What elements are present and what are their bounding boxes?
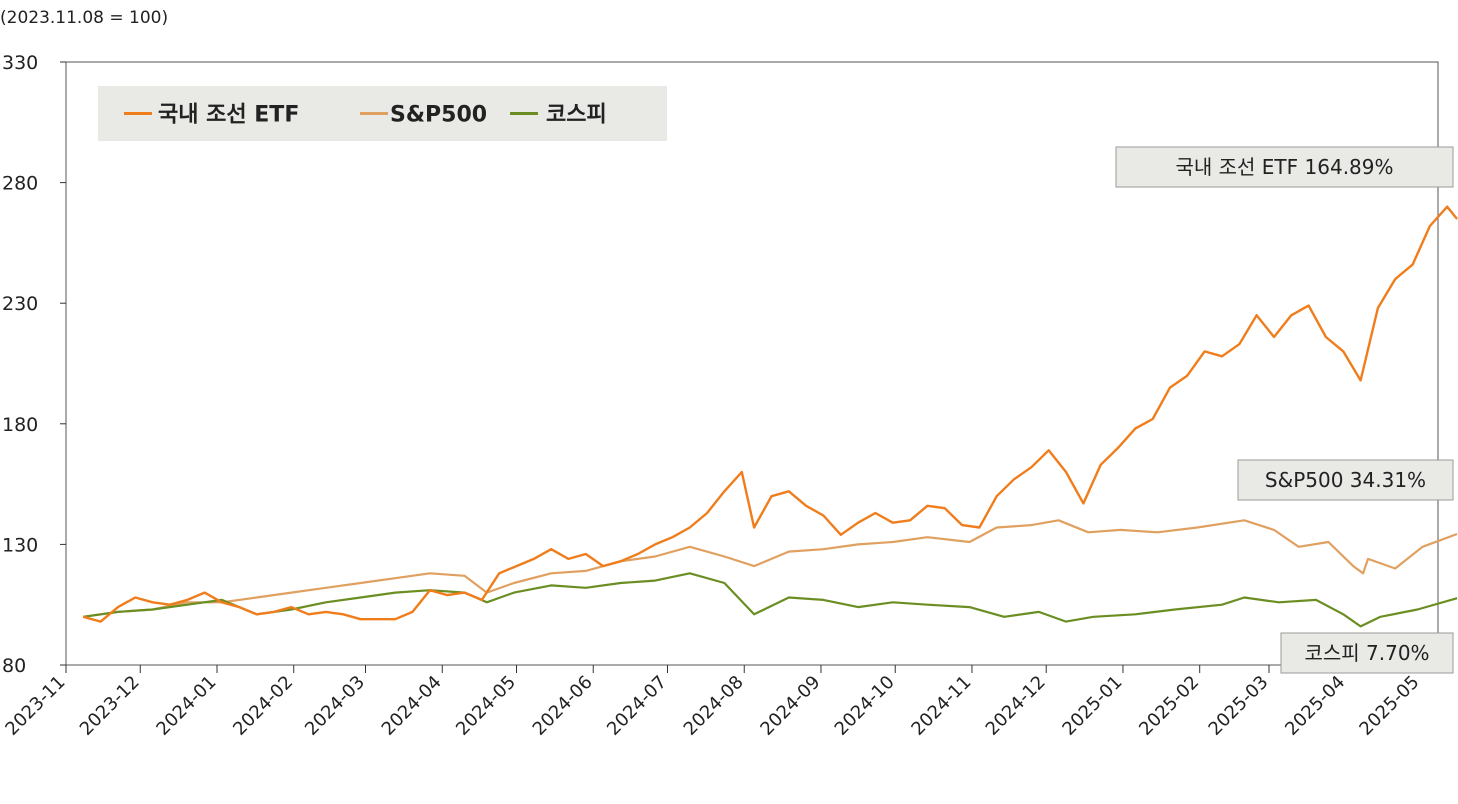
end-label: 국내 조선 ETF 164.89%	[1175, 155, 1393, 179]
x-tick-label: 2024-04	[378, 672, 446, 740]
x-tick-label: 2024-05	[452, 672, 520, 740]
x-tick-label: 2024-08	[680, 672, 748, 740]
x-tick-label: 2024-06	[529, 672, 597, 740]
end-label: 코스피 7.70%	[1304, 641, 1429, 665]
x-tick-label: 2025-04	[1281, 672, 1349, 740]
x-tick-label: 2024-10	[831, 672, 899, 740]
x-tick-label: 2025-01	[1058, 672, 1126, 740]
x-tick-label: 2024-09	[756, 672, 824, 740]
base-date-note: (2023.11.08 = 100)	[0, 8, 169, 28]
x-tick-label: 2023-12	[76, 672, 144, 740]
y-tick-label: 280	[2, 173, 38, 195]
x-tick-label: 2025-02	[1135, 672, 1203, 740]
plot-frame	[65, 61, 1439, 666]
end-label: S&P500 34.31%	[1265, 468, 1426, 492]
x-tick-label: 2023-11	[1, 672, 69, 740]
end-label-box	[1280, 632, 1454, 674]
x-tick-label: 2024-03	[301, 672, 369, 740]
legend-label: 국내 조선 ETF	[158, 103, 299, 128]
y-tick-label: 80	[2, 655, 26, 677]
y-tick-label: 330	[2, 52, 38, 74]
y-tick-label: 180	[2, 414, 38, 436]
series-line-2	[83, 572, 1458, 628]
legend-label: 코스피	[546, 103, 607, 128]
x-tick-label: 2024-02	[229, 672, 297, 740]
end-label-box	[1115, 146, 1454, 188]
x-tick-label: 2024-11	[907, 672, 975, 740]
y-tick-label: 130	[2, 534, 38, 556]
x-tick-label: 2024-01	[152, 672, 220, 740]
series-line-0	[82, 205, 1458, 623]
end-label-box	[1237, 459, 1454, 501]
x-tick-label: 2024-12	[982, 672, 1050, 740]
legend-label: S&P500	[390, 103, 487, 128]
x-tick-label: 2025-03	[1205, 672, 1273, 740]
y-tick-label: 230	[2, 293, 38, 315]
x-tick-label: 2024-07	[603, 672, 671, 740]
series-line-1	[83, 519, 1458, 618]
x-tick-label: 2025-05	[1355, 672, 1423, 740]
